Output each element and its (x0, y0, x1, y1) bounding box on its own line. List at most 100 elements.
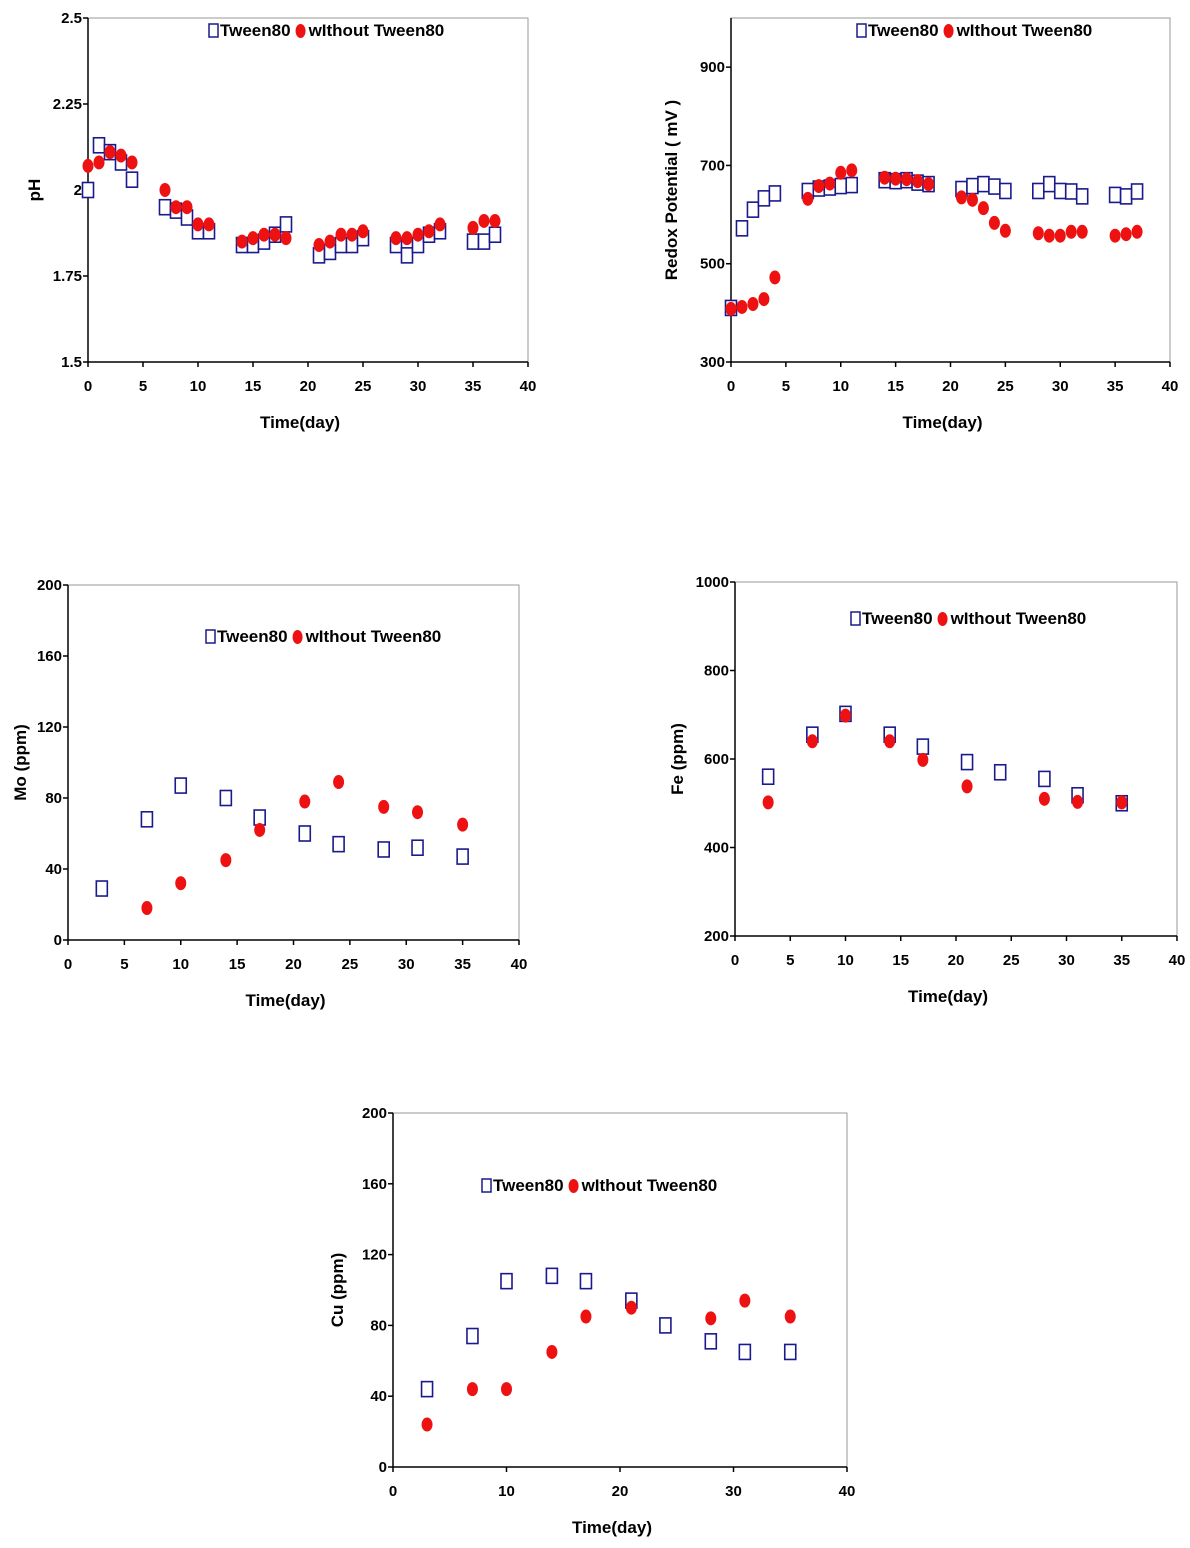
y-tick-label: 80 (45, 790, 62, 807)
x-tick-label: 25 (1003, 952, 1020, 969)
plot-area (87, 17, 529, 363)
data-point-square (279, 216, 293, 233)
x-tick-label: 40 (839, 1483, 856, 1500)
x-tick-label: 30 (725, 1483, 742, 1500)
data-point-circle (846, 163, 858, 178)
y-tick-label: 700 (700, 157, 725, 174)
data-point-circle (739, 1293, 751, 1308)
legend: Tween80 wIthout Tween80 (856, 21, 1092, 40)
data-point-circle (884, 734, 896, 749)
data-point-circle (977, 201, 989, 216)
y-tick-label: 600 (704, 751, 729, 768)
data-point-square (960, 753, 974, 771)
x-tick-label: 30 (1052, 378, 1069, 395)
data-point-square (916, 738, 930, 755)
data-point-circle (401, 231, 413, 246)
data-point-square (834, 177, 848, 195)
data-point-circle (705, 1311, 717, 1326)
x-tick-label: 25 (997, 378, 1014, 395)
x-tick-label: 40 (520, 378, 537, 395)
data-point-square (1053, 182, 1067, 200)
data-point-circle (999, 223, 1011, 238)
data-point-square (761, 768, 775, 786)
data-point-circle (170, 200, 182, 215)
legend: Tween80 wIthout Tween80 (481, 1176, 717, 1195)
y-tick-label: 160 (37, 648, 62, 665)
data-point-square (466, 233, 480, 250)
y-tick-label: 0 (379, 1459, 387, 1476)
series-without-tween80 (421, 1293, 796, 1432)
data-point-circle (1072, 794, 1084, 809)
data-point-circle (203, 217, 215, 232)
y-tick-label: 40 (370, 1388, 387, 1405)
y-tick-label: 120 (37, 719, 62, 736)
data-point-circle (1109, 228, 1121, 243)
data-point-circle (467, 220, 479, 235)
data-point-circle (840, 708, 851, 723)
data-point-circle (192, 217, 204, 232)
data-point-circle (625, 1300, 637, 1315)
x-axis-label: Time(day) (572, 1518, 652, 1537)
data-point-square (704, 1333, 718, 1350)
y-tick-label: 80 (370, 1317, 387, 1334)
data-point-circle (478, 213, 490, 228)
data-point-circle (489, 213, 501, 228)
data-point-circle (423, 224, 435, 239)
x-axis-label: Time(day) (908, 987, 988, 1006)
data-point-circle (299, 794, 311, 809)
x-tick-label: 20 (285, 956, 302, 973)
plot-area (392, 1112, 848, 1468)
data-point-circle (324, 234, 336, 249)
y-tick-label: 0 (54, 932, 62, 949)
data-point-square (1032, 182, 1045, 200)
data-point-circle (546, 1344, 558, 1359)
y-tick-label: 800 (704, 663, 729, 680)
data-point-square (988, 178, 1001, 195)
data-point-square (845, 176, 859, 194)
x-tick-label: 5 (139, 378, 147, 395)
series-tween80 (761, 705, 1129, 812)
data-point-square (757, 190, 771, 207)
data-point-circle (813, 179, 825, 194)
legend: Tween80 wIthout Tween80 (205, 627, 441, 646)
y-tick-label: 200 (704, 928, 729, 945)
y-tick-label: 200 (362, 1105, 387, 1122)
chart-redox: 300 500 700 900 0 5 10 15 20 25 30 35 40 Time(day) Red… (662, 17, 1179, 432)
data-point-square (140, 810, 154, 828)
data-point-circle (159, 183, 171, 197)
data-point-square (174, 777, 188, 794)
x-tick-label: 35 (465, 378, 482, 395)
data-point-circle (961, 779, 973, 794)
series-tween80 (420, 1267, 797, 1398)
data-point-square (738, 1343, 752, 1361)
x-tick-label: 5 (786, 952, 794, 969)
data-point-square (488, 226, 502, 244)
data-point-square (158, 198, 172, 216)
data-point-square (1108, 186, 1122, 204)
series-tween80 (724, 171, 1144, 317)
data-point-circle (313, 238, 325, 253)
legend-square-icon (850, 611, 861, 626)
data-point-square (545, 1267, 559, 1285)
plot-area (730, 17, 1171, 363)
legend-circle-icon (292, 630, 303, 644)
data-point-circle (1131, 224, 1143, 239)
data-point-square (783, 1343, 797, 1361)
x-axis-label: Time(day) (903, 413, 983, 432)
data-point-circle (912, 174, 924, 189)
data-point-circle (104, 145, 116, 160)
data-point-circle (1116, 795, 1128, 810)
x-tick-label: 10 (172, 956, 189, 973)
data-point-square (466, 1327, 479, 1345)
x-tick-label: 0 (64, 956, 72, 973)
chart-ph: 1.5 1.75 2 2.25 2.5 0 5 10 15 20 25 30 35 40 Time(day)… (25, 10, 536, 432)
x-tick-label: 40 (1162, 378, 1179, 395)
data-point-square (1064, 183, 1078, 200)
data-point-circle (141, 901, 153, 916)
data-point-square (253, 809, 266, 826)
y-axis-label: Fe (ppm) (668, 723, 687, 795)
data-point-square (477, 233, 491, 250)
data-point-circle (335, 227, 347, 242)
legend-circle-icon (943, 24, 954, 38)
